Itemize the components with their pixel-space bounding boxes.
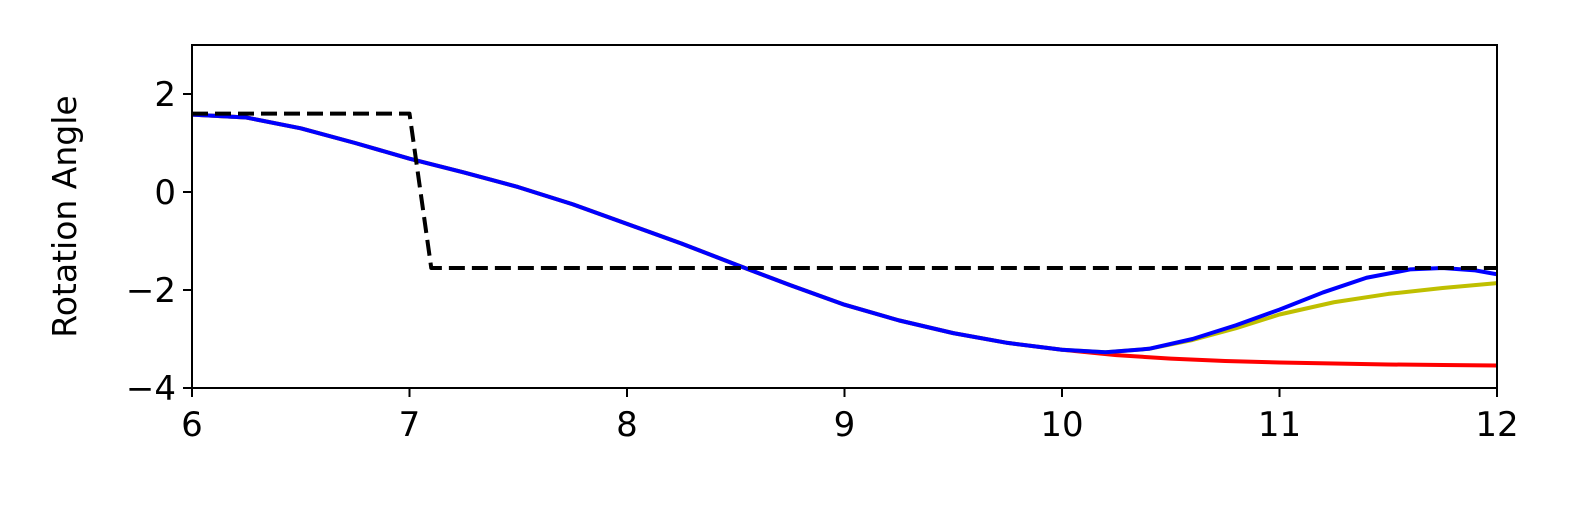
x-axis: 6 7 8 9 10 11 12	[181, 388, 1519, 445]
series-blue-line	[192, 112, 1497, 355]
y-tick-label: 0	[154, 173, 176, 213]
x-tick-label: 9	[834, 405, 856, 445]
y-tick-label: −4	[126, 369, 176, 409]
y-tick-label: −2	[126, 271, 176, 311]
x-tick-label: 6	[181, 405, 203, 445]
x-tick-label: 7	[399, 405, 421, 445]
series-layer	[192, 111, 1497, 368]
x-tick-label: 8	[616, 405, 638, 445]
y-axis: −4 −2 0 2	[126, 75, 192, 409]
y-axis-label: Rotation Angle	[45, 95, 84, 337]
y-tick-label: 2	[154, 75, 176, 115]
series-dashed-black-line	[192, 111, 1497, 270]
x-tick-label: 12	[1475, 405, 1518, 445]
x-tick-label: 11	[1258, 405, 1301, 445]
x-tick-label: 10	[1040, 405, 1083, 445]
